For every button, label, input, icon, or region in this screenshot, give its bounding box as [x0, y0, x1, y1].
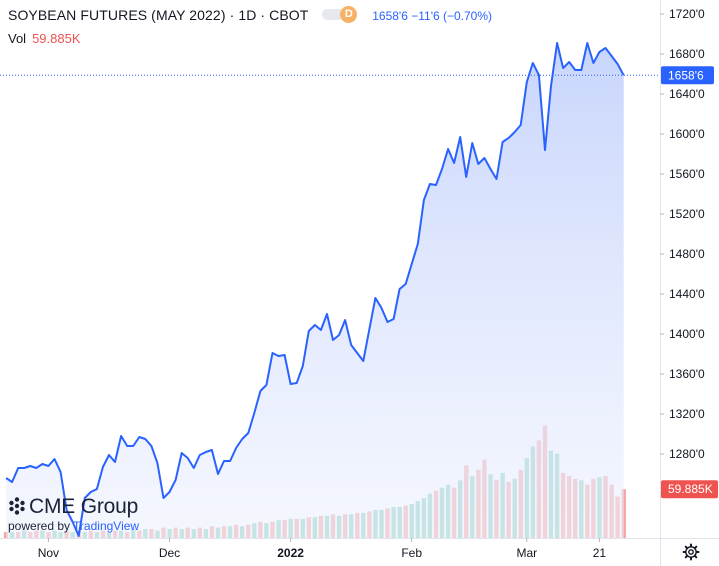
- cme-logo[interactable]: CME Group powered by TradingView: [8, 495, 140, 534]
- session-badge: D: [340, 6, 358, 23]
- time-tick-label: 21: [593, 546, 607, 560]
- price-tick-label: 1320'0: [669, 407, 705, 421]
- price-quote: 1658'6 −11'6 (−0.70%): [372, 9, 493, 23]
- volume-label: Vol: [8, 31, 27, 46]
- session-toggle-track: [322, 9, 345, 20]
- time-tick-label: 2022: [277, 546, 304, 560]
- chart-legend: SOYBEAN FUTURES (MAY 2022) · 1D · CBOT D…: [8, 6, 492, 23]
- price-tick-label: 1360'0: [669, 367, 705, 381]
- chart-title: SOYBEAN FUTURES (MAY 2022) · 1D · CBOT: [8, 7, 309, 23]
- session-toggle[interactable]: D: [322, 6, 364, 23]
- settings-gear-icon[interactable]: [682, 543, 700, 561]
- last-price-label: 1658'6: [668, 68, 704, 82]
- last-price-badge: [661, 66, 714, 85]
- last-volume-label: 59.885K: [668, 482, 713, 496]
- price-tick-label: 1280'0: [669, 447, 705, 461]
- price-area-fill: [6, 43, 624, 538]
- volume-value: 59.885K: [32, 31, 81, 46]
- powered-by-text: powered by: [8, 519, 71, 533]
- price-tick-label: 1560'0: [669, 167, 705, 181]
- time-tick-label: Feb: [401, 546, 422, 560]
- last-volume-badge: [661, 480, 718, 499]
- tradingview-link[interactable]: TradingView: [73, 519, 140, 533]
- price-tick-label: 1640'0: [669, 87, 705, 101]
- price-tick-label: 1680'0: [669, 47, 705, 61]
- time-tick-label: Dec: [159, 546, 180, 560]
- cme-globe-icon: [9, 497, 25, 515]
- price-area: [5, 42, 625, 538]
- price-line: [5, 42, 625, 537]
- price-tick-label: 1480'0: [669, 247, 705, 261]
- volume-legend: Vol 59.885K: [8, 31, 81, 46]
- price-tick-label: 1440'0: [669, 287, 705, 301]
- price-tick-label: 1720'0: [669, 7, 705, 21]
- time-tick-label: Mar: [516, 546, 537, 560]
- price-tick-label: 1400'0: [669, 327, 705, 341]
- cme-brand: CME Group: [29, 495, 139, 518]
- time-tick-label: Nov: [38, 546, 59, 560]
- price-tick-label: 1600'0: [669, 127, 705, 141]
- price-tick-label: 1520'0: [669, 207, 705, 221]
